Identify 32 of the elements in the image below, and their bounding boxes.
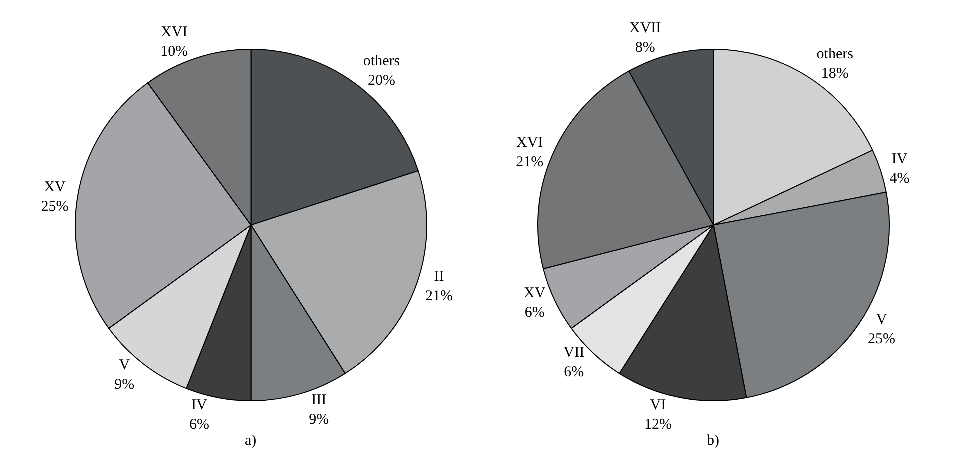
data-label: 18%: [821, 66, 849, 82]
data-label: 4%: [890, 171, 910, 188]
data-label: 20%: [368, 73, 396, 90]
slice-label: XV: [524, 286, 546, 302]
slice-label: XVI: [516, 134, 544, 151]
slice-label: IV: [192, 397, 208, 414]
data-label: 12%: [644, 416, 672, 433]
data-label: 25%: [868, 331, 896, 348]
text: b): [707, 433, 720, 449]
data-label: 6%: [189, 416, 210, 433]
data-label: 21%: [425, 288, 453, 305]
slice-label: others: [363, 54, 400, 70]
data-label: 25%: [41, 199, 69, 216]
data-label: 9%: [309, 412, 330, 428]
slice-label: V: [119, 357, 130, 374]
slice-label: others: [816, 46, 854, 62]
data-label: 21%: [516, 154, 544, 170]
slice-label: VII: [564, 345, 585, 362]
data-label: 6%: [524, 305, 545, 322]
data-label: 9%: [114, 376, 135, 393]
slice-label: V: [876, 312, 888, 328]
slice-label: XVI: [160, 24, 188, 40]
slice-label: XVII: [630, 20, 662, 37]
slice-label: XV: [44, 180, 66, 196]
text: a): [245, 433, 257, 449]
data-label: 8%: [635, 40, 656, 56]
data-label: 6%: [564, 364, 584, 381]
slice-label: III: [312, 392, 327, 409]
data-label: 10%: [160, 44, 188, 60]
slice-label: VI: [650, 397, 666, 414]
slice-label: II: [434, 269, 444, 286]
slice-label: IV: [892, 152, 908, 168]
